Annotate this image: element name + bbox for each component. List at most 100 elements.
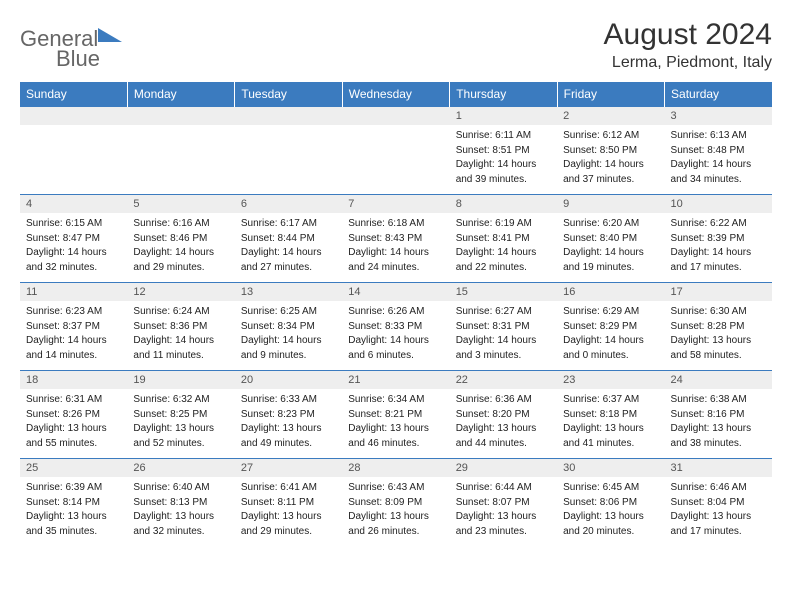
logo-triangle-icon	[98, 28, 122, 42]
rise-text: Sunrise: 6:16 AM	[133, 217, 228, 231]
day-number: 22	[450, 371, 557, 389]
day1-text: Daylight: 14 hours	[348, 246, 443, 260]
set-text: Sunset: 8:44 PM	[241, 232, 336, 246]
day-details: Sunrise: 6:17 AMSunset: 8:44 PMDaylight:…	[235, 213, 342, 279]
day-cell: 20Sunrise: 6:33 AMSunset: 8:23 PMDayligh…	[235, 371, 342, 459]
day-number: 21	[342, 371, 449, 389]
day-cell: 24Sunrise: 6:38 AMSunset: 8:16 PMDayligh…	[665, 371, 772, 459]
day-number: 2	[557, 107, 664, 125]
rise-text: Sunrise: 6:20 AM	[563, 217, 658, 231]
set-text: Sunset: 8:26 PM	[26, 408, 121, 422]
day1-text: Daylight: 14 hours	[241, 334, 336, 348]
day-cell	[127, 107, 234, 195]
day-number: 29	[450, 459, 557, 477]
col-tuesday: Tuesday	[235, 82, 342, 107]
day-cell: 1Sunrise: 6:11 AMSunset: 8:51 PMDaylight…	[450, 107, 557, 195]
rise-text: Sunrise: 6:34 AM	[348, 393, 443, 407]
col-wednesday: Wednesday	[342, 82, 449, 107]
day-cell	[20, 107, 127, 195]
logo-line2: Blue	[56, 46, 100, 72]
day-number: 27	[235, 459, 342, 477]
rise-text: Sunrise: 6:45 AM	[563, 481, 658, 495]
day-details: Sunrise: 6:43 AMSunset: 8:09 PMDaylight:…	[342, 477, 449, 543]
day1-text: Daylight: 13 hours	[133, 422, 228, 436]
day1-text: Daylight: 13 hours	[456, 510, 551, 524]
week-row: 4Sunrise: 6:15 AMSunset: 8:47 PMDaylight…	[20, 195, 772, 283]
header-row: General August 2024 Lerma, Piedmont, Ita…	[20, 18, 772, 72]
day1-text: Daylight: 14 hours	[563, 246, 658, 260]
day-details: Sunrise: 6:46 AMSunset: 8:04 PMDaylight:…	[665, 477, 772, 543]
title-block: August 2024 Lerma, Piedmont, Italy	[604, 18, 772, 72]
week-row: 1Sunrise: 6:11 AMSunset: 8:51 PMDaylight…	[20, 107, 772, 195]
day-number: 28	[342, 459, 449, 477]
set-text: Sunset: 8:48 PM	[671, 144, 766, 158]
day1-text: Daylight: 13 hours	[671, 510, 766, 524]
day-details: Sunrise: 6:40 AMSunset: 8:13 PMDaylight:…	[127, 477, 234, 543]
col-sunday: Sunday	[20, 82, 127, 107]
day1-text: Daylight: 13 hours	[26, 510, 121, 524]
day-cell: 19Sunrise: 6:32 AMSunset: 8:25 PMDayligh…	[127, 371, 234, 459]
day-cell: 31Sunrise: 6:46 AMSunset: 8:04 PMDayligh…	[665, 459, 772, 547]
day2-text: and 55 minutes.	[26, 437, 121, 451]
set-text: Sunset: 8:43 PM	[348, 232, 443, 246]
day2-text: and 52 minutes.	[133, 437, 228, 451]
day-cell: 6Sunrise: 6:17 AMSunset: 8:44 PMDaylight…	[235, 195, 342, 283]
calendar-table: Sunday Monday Tuesday Wednesday Thursday…	[20, 82, 772, 547]
day2-text: and 20 minutes.	[563, 525, 658, 539]
day2-text: and 32 minutes.	[133, 525, 228, 539]
day-cell: 8Sunrise: 6:19 AMSunset: 8:41 PMDaylight…	[450, 195, 557, 283]
day2-text: and 44 minutes.	[456, 437, 551, 451]
set-text: Sunset: 8:40 PM	[563, 232, 658, 246]
day1-text: Daylight: 13 hours	[241, 422, 336, 436]
day-number: 18	[20, 371, 127, 389]
day-cell: 15Sunrise: 6:27 AMSunset: 8:31 PMDayligh…	[450, 283, 557, 371]
day-cell: 14Sunrise: 6:26 AMSunset: 8:33 PMDayligh…	[342, 283, 449, 371]
day2-text: and 9 minutes.	[241, 349, 336, 363]
set-text: Sunset: 8:29 PM	[563, 320, 658, 334]
day2-text: and 39 minutes.	[456, 173, 551, 187]
rise-text: Sunrise: 6:27 AM	[456, 305, 551, 319]
day-details: Sunrise: 6:18 AMSunset: 8:43 PMDaylight:…	[342, 213, 449, 279]
rise-text: Sunrise: 6:29 AM	[563, 305, 658, 319]
day1-text: Daylight: 14 hours	[133, 246, 228, 260]
set-text: Sunset: 8:04 PM	[671, 496, 766, 510]
day-details: Sunrise: 6:36 AMSunset: 8:20 PMDaylight:…	[450, 389, 557, 455]
logo-text-2: Blue	[56, 46, 100, 71]
col-monday: Monday	[127, 82, 234, 107]
day-number: 12	[127, 283, 234, 301]
week-row: 25Sunrise: 6:39 AMSunset: 8:14 PMDayligh…	[20, 459, 772, 547]
day-details: Sunrise: 6:31 AMSunset: 8:26 PMDaylight:…	[20, 389, 127, 455]
day-details: Sunrise: 6:26 AMSunset: 8:33 PMDaylight:…	[342, 301, 449, 367]
day-number: 3	[665, 107, 772, 125]
day2-text: and 17 minutes.	[671, 261, 766, 275]
day1-text: Daylight: 14 hours	[563, 334, 658, 348]
rise-text: Sunrise: 6:32 AM	[133, 393, 228, 407]
day-details: Sunrise: 6:12 AMSunset: 8:50 PMDaylight:…	[557, 125, 664, 191]
set-text: Sunset: 8:46 PM	[133, 232, 228, 246]
col-thursday: Thursday	[450, 82, 557, 107]
day1-text: Daylight: 14 hours	[133, 334, 228, 348]
rise-text: Sunrise: 6:18 AM	[348, 217, 443, 231]
day-number: 5	[127, 195, 234, 213]
day2-text: and 34 minutes.	[671, 173, 766, 187]
day1-text: Daylight: 14 hours	[241, 246, 336, 260]
rise-text: Sunrise: 6:12 AM	[563, 129, 658, 143]
day2-text: and 32 minutes.	[26, 261, 121, 275]
rise-text: Sunrise: 6:41 AM	[241, 481, 336, 495]
set-text: Sunset: 8:39 PM	[671, 232, 766, 246]
day-number: 24	[665, 371, 772, 389]
day-cell: 18Sunrise: 6:31 AMSunset: 8:26 PMDayligh…	[20, 371, 127, 459]
rise-text: Sunrise: 6:11 AM	[456, 129, 551, 143]
rise-text: Sunrise: 6:24 AM	[133, 305, 228, 319]
set-text: Sunset: 8:11 PM	[241, 496, 336, 510]
day-number: 10	[665, 195, 772, 213]
day-details: Sunrise: 6:33 AMSunset: 8:23 PMDaylight:…	[235, 389, 342, 455]
day-details: Sunrise: 6:11 AMSunset: 8:51 PMDaylight:…	[450, 125, 557, 191]
day-cell	[342, 107, 449, 195]
day2-text: and 58 minutes.	[671, 349, 766, 363]
rise-text: Sunrise: 6:43 AM	[348, 481, 443, 495]
day2-text: and 22 minutes.	[456, 261, 551, 275]
day-cell: 5 Sunrise: 6:16 AMSunset: 8:46 PMDaylight…	[127, 195, 234, 283]
day-cell: 17Sunrise: 6:30 AMSunset: 8:28 PMDayligh…	[665, 283, 772, 371]
day-number: 1	[450, 107, 557, 125]
